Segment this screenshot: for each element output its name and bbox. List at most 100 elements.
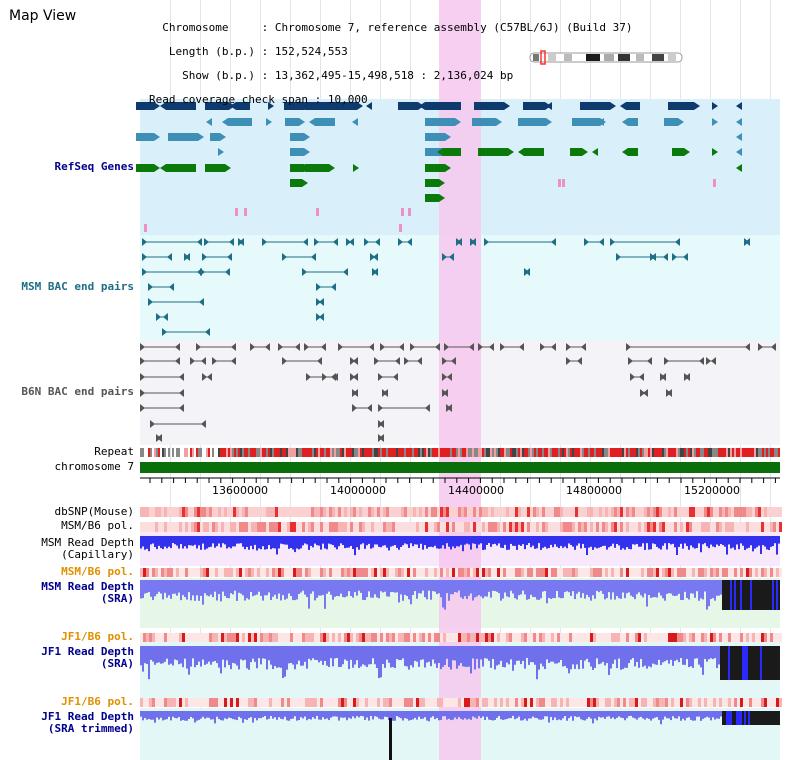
bac-end-pair[interactable] bbox=[238, 238, 244, 246]
gene-feature[interactable] bbox=[222, 118, 252, 126]
bac-end-pair[interactable] bbox=[372, 268, 378, 276]
gene-feature[interactable] bbox=[736, 102, 742, 110]
jf1-depth-sra-bars[interactable] bbox=[140, 646, 780, 680]
gene-feature[interactable] bbox=[419, 102, 461, 110]
bac-end-pair[interactable] bbox=[156, 313, 168, 321]
gene-feature[interactable] bbox=[210, 133, 226, 141]
gene-feature[interactable] bbox=[366, 102, 372, 110]
gene-feature[interactable] bbox=[425, 194, 445, 202]
gene-feature[interactable] bbox=[598, 118, 604, 126]
bac-end-pair[interactable] bbox=[316, 283, 336, 291]
bac-end-pair[interactable] bbox=[346, 238, 354, 246]
bac-end-pair[interactable] bbox=[184, 253, 190, 261]
dbsnp-strip[interactable] bbox=[140, 507, 782, 517]
msm-bac-label[interactable]: MSM BAC end pairs bbox=[21, 280, 134, 293]
gene-feature[interactable] bbox=[425, 133, 451, 141]
bac-end-pair[interactable] bbox=[398, 238, 412, 246]
bac-end-pair[interactable] bbox=[524, 268, 530, 276]
bac-end-pair[interactable] bbox=[364, 238, 380, 246]
gene-feature[interactable] bbox=[570, 148, 588, 156]
gene-feature[interactable] bbox=[353, 164, 359, 172]
gene-feature[interactable] bbox=[592, 148, 598, 156]
bac-end-pair[interactable] bbox=[456, 238, 462, 246]
bac-end-pair[interactable] bbox=[442, 373, 452, 381]
bac-end-pair[interactable] bbox=[140, 343, 180, 351]
bac-end-pair[interactable] bbox=[200, 268, 230, 276]
jf1-depth-trim-bars[interactable] bbox=[140, 711, 780, 725]
bac-end-pair[interactable] bbox=[352, 404, 372, 412]
bac-end-pair[interactable] bbox=[442, 389, 448, 397]
gene-feature[interactable] bbox=[168, 133, 204, 141]
bac-end-pair[interactable] bbox=[626, 343, 750, 351]
gene-feature[interactable] bbox=[712, 102, 718, 110]
bac-end-pair[interactable] bbox=[282, 357, 322, 365]
gene-feature[interactable] bbox=[345, 102, 363, 110]
bac-end-pair[interactable] bbox=[370, 253, 378, 261]
gene-feature[interactable] bbox=[736, 148, 742, 156]
bac-end-pair[interactable] bbox=[470, 238, 476, 246]
chromosome-bar[interactable] bbox=[140, 462, 780, 473]
bac-end-pair[interactable] bbox=[540, 343, 556, 351]
gene-feature[interactable] bbox=[299, 102, 345, 110]
gene-feature[interactable] bbox=[309, 118, 335, 126]
bac-end-pair[interactable] bbox=[382, 389, 388, 397]
gene-feature[interactable] bbox=[622, 148, 638, 156]
bac-end-pair[interactable] bbox=[162, 328, 210, 336]
bac-end-pair[interactable] bbox=[758, 343, 776, 351]
bac-end-pair[interactable] bbox=[378, 373, 398, 381]
bac-end-pair[interactable] bbox=[650, 253, 668, 261]
gene-feature[interactable] bbox=[290, 179, 308, 187]
bac-end-pair[interactable] bbox=[150, 420, 206, 428]
bac-end-pair[interactable] bbox=[302, 268, 348, 276]
bac-end-pair[interactable] bbox=[140, 404, 184, 412]
gene-feature[interactable] bbox=[736, 164, 742, 172]
gene-feature[interactable] bbox=[622, 118, 638, 126]
chromosome-ideogram[interactable] bbox=[529, 50, 683, 65]
bac-end-pair[interactable] bbox=[684, 373, 690, 381]
bac-end-pair[interactable] bbox=[446, 404, 452, 412]
gene-feature[interactable] bbox=[290, 148, 310, 156]
bac-end-pair[interactable] bbox=[142, 253, 172, 261]
bac-end-pair[interactable] bbox=[250, 343, 270, 351]
gene-feature[interactable] bbox=[205, 164, 231, 172]
bac-end-pair[interactable] bbox=[374, 357, 400, 365]
gene-feature[interactable] bbox=[518, 148, 544, 156]
bac-end-pair[interactable] bbox=[316, 298, 324, 306]
bac-end-pair[interactable] bbox=[584, 238, 604, 246]
gene-feature[interactable] bbox=[620, 102, 640, 110]
bac-end-pair[interactable] bbox=[610, 238, 680, 246]
bac-end-pair[interactable] bbox=[202, 253, 232, 261]
gene-feature[interactable] bbox=[425, 118, 461, 126]
gene-feature[interactable] bbox=[664, 118, 684, 126]
bac-end-pair[interactable] bbox=[672, 253, 688, 261]
bac-end-pair[interactable] bbox=[196, 343, 236, 351]
gene-feature[interactable] bbox=[160, 164, 196, 172]
gene-feature[interactable] bbox=[285, 118, 305, 126]
bac-end-pair[interactable] bbox=[378, 404, 430, 412]
gene-feature[interactable] bbox=[472, 118, 502, 126]
bac-end-pair[interactable] bbox=[148, 283, 174, 291]
bac-end-pair[interactable] bbox=[442, 253, 454, 261]
jf1-pol-strip[interactable] bbox=[140, 633, 782, 642]
bac-end-pair[interactable] bbox=[664, 357, 704, 365]
gene-feature[interactable] bbox=[425, 179, 445, 187]
gene-feature[interactable] bbox=[206, 118, 212, 126]
gene-feature[interactable] bbox=[668, 102, 700, 110]
bac-end-pair[interactable] bbox=[140, 389, 184, 397]
msm-pol-2-strip[interactable] bbox=[140, 568, 782, 577]
gene-feature[interactable] bbox=[268, 102, 274, 110]
msm-depth-sra-bars[interactable] bbox=[140, 580, 780, 610]
gene-feature[interactable] bbox=[580, 102, 616, 110]
gene-feature[interactable] bbox=[546, 102, 552, 110]
gene-feature[interactable] bbox=[712, 118, 718, 126]
bac-end-pair[interactable] bbox=[202, 373, 212, 381]
bac-end-pair[interactable] bbox=[352, 389, 358, 397]
gene-feature[interactable] bbox=[136, 164, 160, 172]
bac-end-pair[interactable] bbox=[142, 238, 202, 246]
jf1-pol-2-strip[interactable] bbox=[140, 698, 782, 707]
bac-end-pair[interactable] bbox=[500, 343, 524, 351]
bac-end-pair[interactable] bbox=[350, 373, 358, 381]
bac-end-pair[interactable] bbox=[140, 373, 184, 381]
gene-feature[interactable] bbox=[160, 102, 196, 110]
